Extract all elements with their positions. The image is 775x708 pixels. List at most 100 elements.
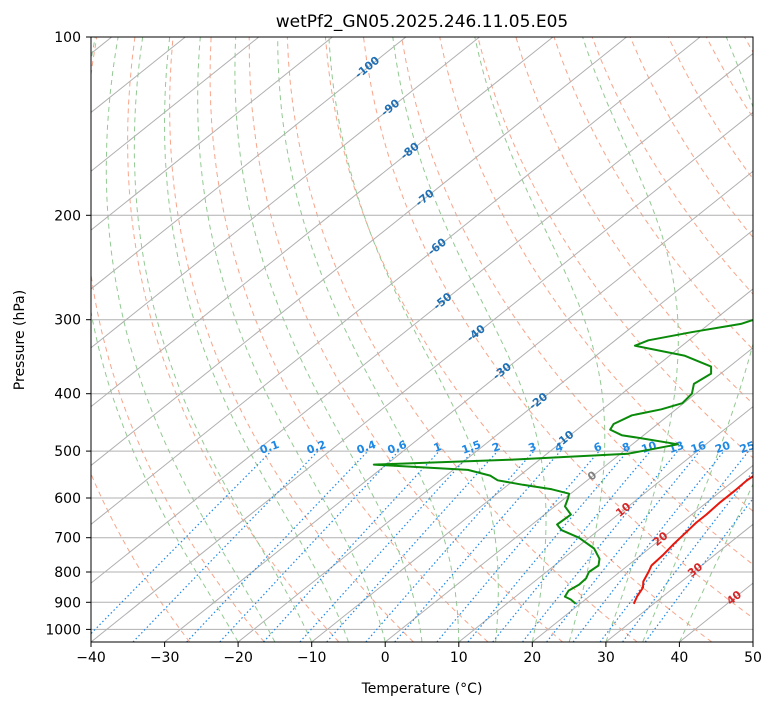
isotherm — [91, 52, 753, 584]
dry-adiabat — [553, 37, 753, 351]
moist-adiabat — [328, 37, 499, 642]
mixing-ratio-line — [492, 450, 651, 642]
moist-adiabat — [277, 37, 460, 642]
y-tick-label: 600 — [54, 491, 81, 507]
y-axis-label: Pressure (hPa) — [12, 290, 28, 390]
x-tick-label: 40 — [670, 650, 688, 666]
background-lines — [91, 37, 753, 642]
dry-adiabat — [439, 37, 753, 512]
y-tick-label: 700 — [54, 531, 81, 547]
isotherm-label: -30 — [490, 360, 514, 383]
isotherm-label: -50 — [431, 290, 455, 313]
x-tick-label: −40 — [76, 650, 106, 666]
mixing-ratio-label: 13 — [667, 439, 686, 456]
isotherm-label: -20 — [527, 390, 551, 413]
mixing-ratio-label: 0.4 — [355, 438, 378, 457]
mixing-ratio-label: 1.5 — [460, 438, 483, 457]
mixing-ratio-line — [467, 450, 629, 642]
dry-adiabat — [363, 37, 753, 619]
isotherm — [91, 37, 407, 290]
moist-adiabat — [642, 37, 753, 642]
mixing-ratio-label: 20 — [713, 439, 732, 457]
isotherm-label: -80 — [398, 140, 422, 163]
mixing-ratio-label: 0.6 — [386, 438, 409, 457]
mixing-ratio-label: 30 — [758, 439, 775, 457]
moist-adiabat — [133, 37, 313, 642]
isotherm-label: 30 — [685, 560, 705, 580]
isotherm — [91, 37, 554, 408]
isotherm-label: -90 — [379, 96, 403, 119]
mixing-ratio-label: 6 — [592, 440, 604, 455]
dry-adiabat — [209, 37, 489, 642]
y-tick-label: 900 — [54, 595, 81, 611]
mixing-ratio-label: 0.1 — [258, 438, 281, 457]
isotherm — [237, 229, 753, 642]
moist-adiabat — [678, 483, 753, 642]
isotherm — [752, 641, 753, 642]
axes: −40 −30 −20 −10 0 10 20 30 40 5010020030040050060… — [45, 30, 762, 666]
mixing-ratio-label: 4 — [553, 440, 565, 455]
mixing-ratio-line — [219, 450, 400, 642]
moist-adiabat — [197, 37, 386, 642]
x-axis-label: Temperature (°C) — [361, 681, 483, 697]
mixing-ratio-line — [365, 450, 535, 642]
dry-adiabat — [91, 472, 191, 642]
isotherm-label: 20 — [650, 529, 670, 549]
moist-adiabat — [392, 37, 547, 642]
mixing-ratio-label: 25 — [738, 439, 757, 456]
moist-adiabat — [163, 37, 349, 642]
dry-adiabat — [286, 37, 638, 642]
y-tick-label: 800 — [54, 565, 81, 581]
dry-adiabat — [477, 37, 753, 459]
isotherm-label: 40 — [724, 588, 744, 608]
y-tick-label: 100 — [54, 30, 81, 46]
mixing-ratio-line — [394, 450, 561, 642]
isotherm-label: -60 — [425, 235, 449, 258]
dry-adiabat — [401, 37, 753, 566]
y-tick-label: 400 — [54, 387, 81, 403]
isotherm — [91, 37, 333, 231]
mixing-ratio-label: 2 — [490, 440, 502, 455]
x-tick-label: −10 — [297, 650, 327, 666]
mixing-ratio-line — [91, 450, 272, 635]
isotherm — [91, 111, 753, 642]
moist-adiabat — [582, 37, 679, 642]
dry-adiabat — [591, 37, 753, 295]
dry-adiabat — [705, 37, 753, 119]
mixing-ratio-line — [546, 450, 701, 642]
mixing-ratio-line — [186, 450, 369, 642]
x-tick-label: −20 — [223, 650, 253, 666]
x-tick-label: 50 — [744, 650, 762, 666]
isotherm — [605, 523, 753, 642]
isotherm — [531, 464, 753, 642]
mixing-ratio-line — [644, 497, 753, 642]
mixing-ratio-line — [522, 450, 679, 642]
mixing-ratio-label: 16 — [689, 439, 708, 457]
mixing-ratio-line — [326, 450, 499, 642]
x-tick-label: 20 — [523, 650, 541, 666]
dry-adiabat — [744, 37, 753, 54]
mixing-ratio-label: 3 — [527, 440, 539, 455]
profile-series — [372, 318, 753, 605]
mixing-ratio-label: 8 — [620, 440, 632, 455]
mixing-ratio-label: 0.2 — [305, 438, 328, 457]
dry-adiabat — [127, 37, 340, 642]
moist-adiabat — [105, 37, 276, 642]
mixing-ratio-label: 10 — [640, 439, 659, 457]
moist-adiabat — [91, 37, 239, 642]
mixing-ratio-line — [436, 450, 600, 642]
isotherm-label: 0 — [585, 468, 599, 483]
moist-adiabat — [474, 37, 606, 642]
isotherm — [91, 37, 701, 525]
dry-adiabat — [169, 37, 414, 642]
y-tick-label: 200 — [54, 208, 81, 224]
x-tick-label: 10 — [450, 650, 468, 666]
mixing-ratio-label: 1 — [432, 440, 444, 455]
isotherm — [164, 170, 753, 642]
chart-title: wetPf2_GN05.2025.246.11.05.E05 — [276, 12, 568, 32]
dewpoint-line — [372, 318, 753, 605]
isotherm-label: -70 — [413, 186, 437, 209]
isotherm — [91, 37, 627, 467]
isotherm — [91, 37, 480, 349]
